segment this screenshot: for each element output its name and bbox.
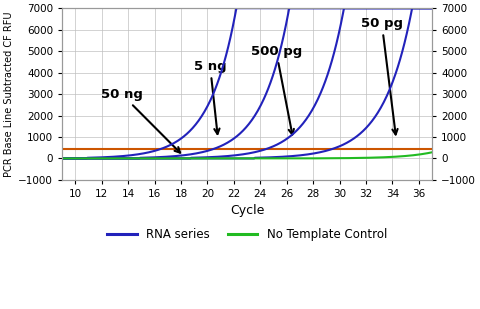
X-axis label: Cycle: Cycle <box>230 205 264 218</box>
Text: 50 ng: 50 ng <box>101 87 180 153</box>
Legend: RNA series, No Template Control: RNA series, No Template Control <box>103 224 392 246</box>
Text: 500 pg: 500 pg <box>251 44 302 134</box>
Text: 50 pg: 50 pg <box>361 17 403 134</box>
Y-axis label: PCR Base Line Subtracted CF RFU: PCR Base Line Subtracted CF RFU <box>4 11 14 177</box>
Text: 5 ng: 5 ng <box>194 60 227 134</box>
